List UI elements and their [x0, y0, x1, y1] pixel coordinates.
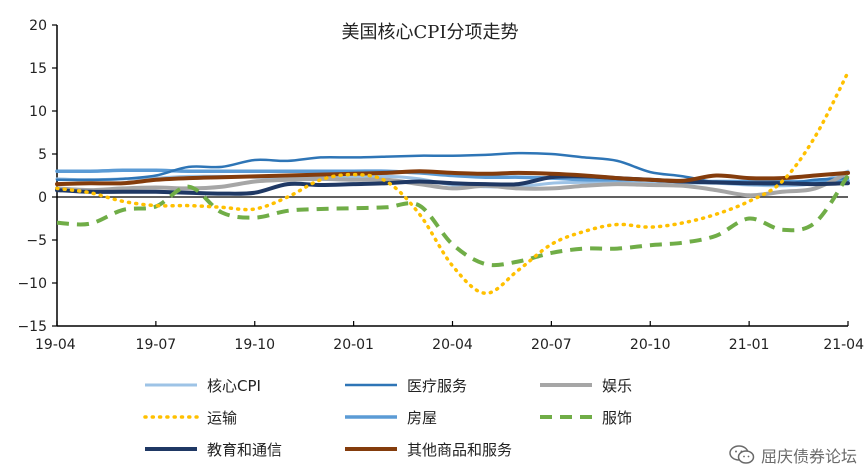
x-tick-label: 21-01 — [729, 337, 770, 353]
y-tick-label: 5 — [38, 147, 47, 163]
y-tick-label: 15 — [29, 61, 47, 77]
y-tick-label: −10 — [17, 276, 47, 292]
watermark-text: 屈庆债券论坛 — [760, 447, 857, 466]
y-tick-label: −15 — [17, 319, 47, 335]
series-line-7 — [55, 169, 850, 187]
legend-label: 房屋 — [407, 409, 437, 427]
x-tick-label: 20-10 — [630, 337, 671, 353]
series-layer — [55, 70, 850, 296]
legend-label: 其他商品和服务 — [407, 441, 512, 459]
legend-label: 娱乐 — [602, 377, 632, 395]
watermark: 屈庆债券论坛 — [729, 443, 857, 467]
y-tick-label: 0 — [38, 190, 47, 206]
series-line-6 — [55, 174, 850, 196]
x-tick-label: 21-04 — [823, 337, 864, 353]
x-tick-label: 20-07 — [531, 337, 572, 353]
legend-label: 教育和通信 — [207, 441, 282, 459]
x-tick-label: 20-04 — [432, 337, 473, 353]
y-tick-label: 20 — [29, 18, 47, 34]
chart-title: 美国核心CPI分项走势 — [342, 22, 519, 43]
y-tick-label: −5 — [26, 233, 47, 249]
y-tick-label: 10 — [29, 104, 47, 120]
x-tick-label: 20-01 — [333, 337, 374, 353]
series-line-3 — [55, 70, 850, 296]
x-tick-label: 19-07 — [136, 337, 177, 353]
legend-label: 服饰 — [602, 409, 632, 427]
x-tick-label: 19-10 — [234, 337, 275, 353]
axes: 20 15 10 5 0 −5 −10 −15 19-04 19-07 19-10 20-01 20-0… — [17, 18, 864, 353]
series-line-5 — [56, 174, 850, 268]
legend-label: 核心CPI — [207, 377, 261, 395]
wechat-icon — [729, 445, 755, 464]
legend-label: 医疗服务 — [407, 377, 467, 395]
legend-label: 运输 — [207, 409, 237, 427]
x-tick-label: 19-04 — [35, 337, 76, 353]
